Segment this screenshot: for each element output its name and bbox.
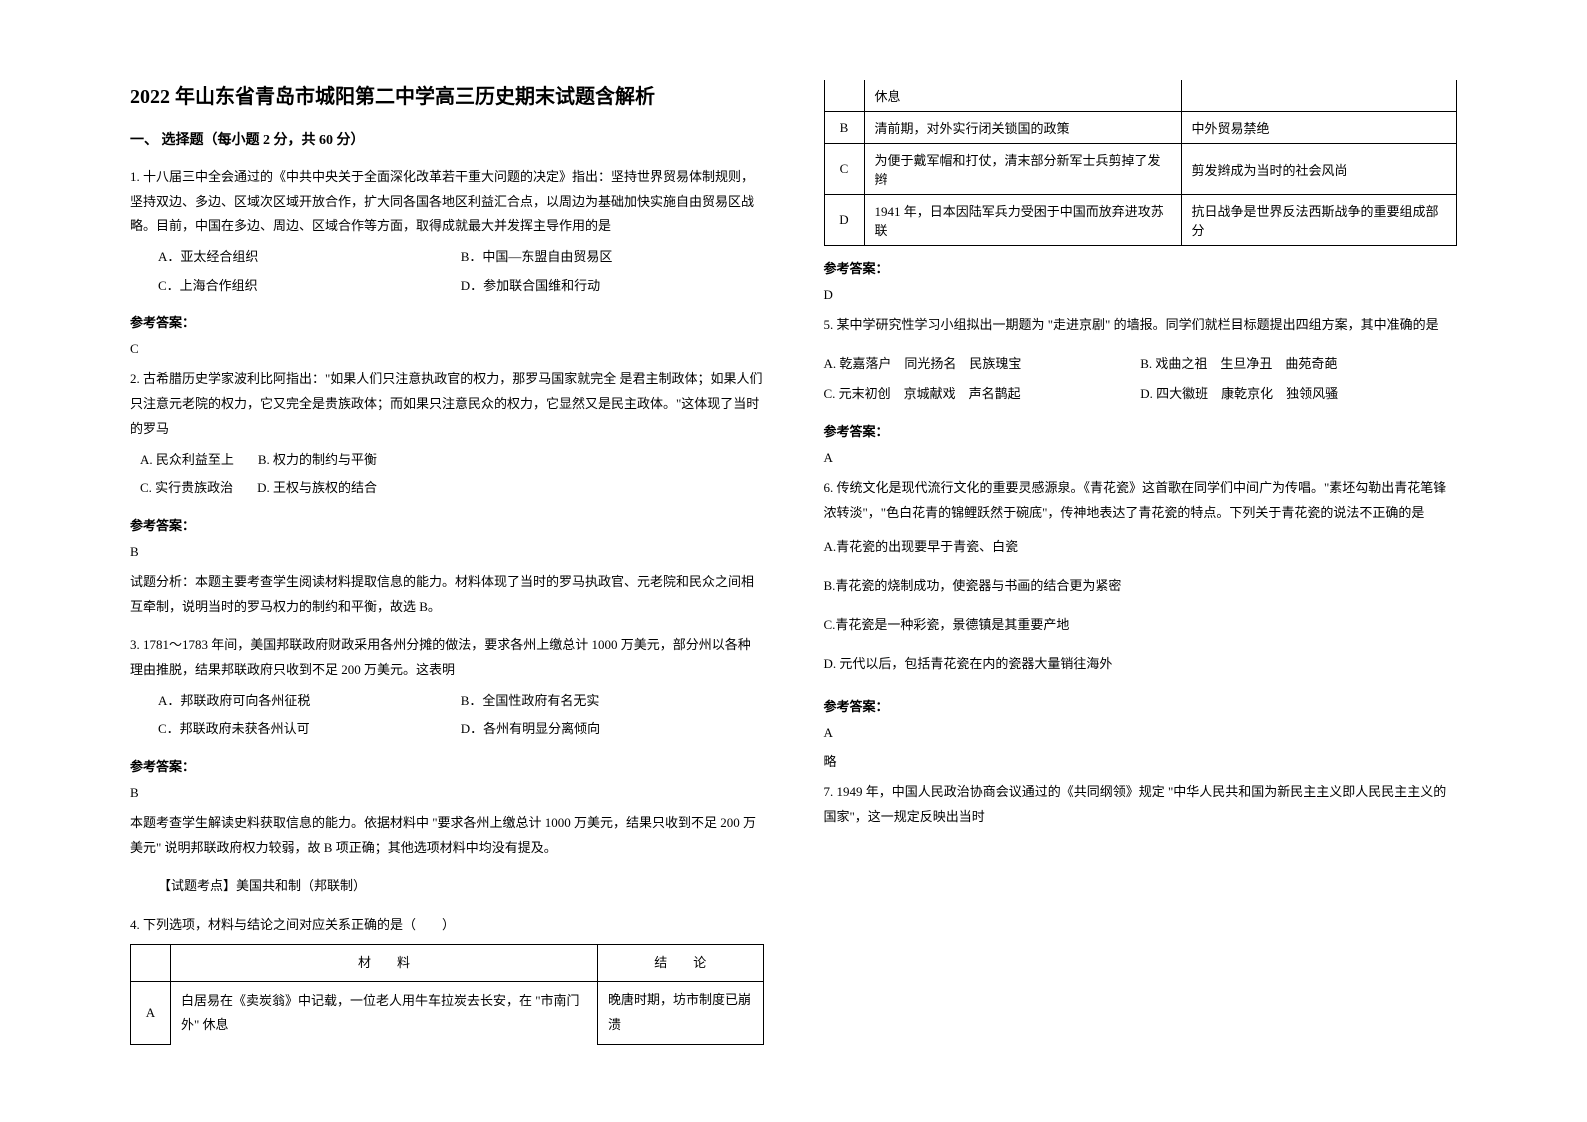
q1-answer-label: 参考答案： — [130, 312, 764, 331]
q3-analysis2: 【试题考点】美国共和制（邦联制） — [130, 874, 764, 899]
q3-analysis1: 本题考查学生解读史料获取信息的能力。依据材料中 "要求各州上缴总计 1000 万… — [130, 811, 764, 860]
left-column: 2022 年山东省青岛市城阳第二中学高三历史期末试题含解析 一、 选择题（每小题… — [100, 80, 794, 1059]
q2-optD: D. 王权与族权的结合 — [257, 476, 377, 501]
q4-rowA-conclusion: 晚唐时期，坊市制度已崩溃 — [598, 982, 764, 1044]
q5-answer-label: 参考答案： — [824, 421, 1458, 440]
q2-options-row2: C. 实行贵族政治 D. 王权与族权的结合 — [130, 476, 764, 501]
question-3: 3. 1781～1783 年间，美国邦联政府财政采用各州分摊的做法，要求各州上缴… — [130, 633, 764, 742]
q4-rowA-cont: 休息 — [824, 80, 1457, 112]
page-title: 2022 年山东省青岛市城阳第二中学高三历史期末试题含解析 — [130, 80, 764, 109]
q2-analysis: 试题分析：本题主要考查学生阅读材料提取信息的能力。材料体现了当时的罗马执政官、元… — [130, 570, 764, 619]
q4-rowC: C 为便于戴军帽和打仗，清末部分新军士兵剪掉了发辫 剪发辫成为当时的社会风尚 — [824, 144, 1457, 195]
q6-optA: A.青花瓷的出现要早于青瓷、白瓷 — [824, 535, 1458, 560]
q2-optA: A. 民众利益至上 — [140, 448, 234, 473]
q4-header-conclusion: 结 论 — [598, 944, 764, 982]
q1-optB: B．中国—东盟自由贸易区 — [461, 245, 764, 270]
question-1: 1. 十八届三中全会通过的《中共中央关于全面深化改革若干重大问题的决定》指出：坚… — [130, 165, 764, 298]
q4-rowB: B 清前期，对外实行闭关锁国的政策 中外贸易禁绝 — [824, 112, 1457, 144]
q4-rowD: D 1941 年，日本因陆军兵力受困于中国而放弃进攻苏联 抗日战争是世界反法西斯… — [824, 195, 1457, 246]
q4-rowA: A 白居易在《卖炭翁》中记载，一位老人用牛车拉炭去长安，在 "市南门外" 休息 … — [131, 982, 764, 1044]
section-header: 一、 选择题（每小题 2 分，共 60 分） — [130, 129, 764, 149]
q2-answer-label: 参考答案： — [130, 515, 764, 534]
q1-options-row2: C．上海合作组织 D．参加联合国维和行动 — [130, 274, 764, 299]
q1-optD: D．参加联合国维和行动 — [461, 274, 764, 299]
q1-optA: A．亚太经合组织 — [130, 245, 461, 270]
q4-header-blank — [131, 944, 171, 982]
q6-extra: 略 — [824, 751, 1458, 770]
q5-answer: A — [824, 450, 1458, 466]
q2-options-row1: A. 民众利益至上 B. 权力的制约与平衡 — [130, 448, 764, 473]
q6-answer: A — [824, 725, 1458, 741]
q5-optC: C. 元末初创 京城献戏 声名鹊起 — [824, 382, 1141, 407]
q3-text: 3. 1781～1783 年间，美国邦联政府财政采用各州分摊的做法，要求各州上缴… — [130, 633, 764, 682]
q2-optB: B. 权力的制约与平衡 — [258, 448, 377, 473]
q6-text: 6. 传统文化是现代流行文化的重要灵感源泉。《青花瓷》这首歌在同学们中间广为传唱… — [824, 476, 1458, 525]
q3-answer: B — [130, 785, 764, 801]
q4-rowB-material: 清前期，对外实行闭关锁国的政策 — [864, 112, 1181, 144]
q5-row1: A. 乾嘉落户 同光扬名 民族瑰宝 B. 戏曲之祖 生旦净丑 曲苑奇葩 — [824, 352, 1458, 377]
question-6: 6. 传统文化是现代流行文化的重要灵感源泉。《青花瓷》这首歌在同学们中间广为传唱… — [824, 476, 1458, 676]
q4-text: 4. 下列选项，材料与结论之间对应关系正确的是（ ） — [130, 913, 764, 938]
q5-optB: B. 戏曲之祖 生旦净丑 曲苑奇葩 — [1140, 352, 1457, 377]
q4-rowA-cont-label — [824, 80, 864, 112]
q5-row2: C. 元末初创 京城献戏 声名鹊起 D. 四大徽班 康乾京化 独领风骚 — [824, 382, 1458, 407]
q5-options: A. 乾嘉落户 同光扬名 民族瑰宝 B. 戏曲之祖 生旦净丑 曲苑奇葩 C. 元… — [824, 352, 1458, 407]
q3-optA: A．邦联政府可向各州征税 — [130, 689, 461, 714]
q4-rowA-cont-blank — [1181, 80, 1456, 112]
q4-rowD-label: D — [824, 195, 864, 246]
q4-rowA-label: A — [131, 982, 171, 1044]
q5-text: 5. 某中学研究性学习小组拟出一期题为 "走进京剧" 的墙报。同学们就栏目标题提… — [824, 313, 1458, 338]
q1-text: 1. 十八届三中全会通过的《中共中央关于全面深化改革若干重大问题的决定》指出：坚… — [130, 165, 764, 239]
q4-table-bottom: 休息 B 清前期，对外实行闭关锁国的政策 中外贸易禁绝 C 为便于戴军帽和打仗，… — [824, 80, 1458, 246]
q3-optC: C．邦联政府未获各州认可 — [130, 717, 461, 742]
q3-optB: B．全国性政府有名无实 — [461, 689, 764, 714]
q2-text: 2. 古希腊历史学家波利比阿指出："如果人们只注意执政官的权力，那罗马国家就完全… — [130, 367, 764, 441]
question-2: 2. 古希腊历史学家波利比阿指出："如果人们只注意执政官的权力，那罗马国家就完全… — [130, 367, 764, 500]
q4-header-material: 材 料 — [171, 944, 598, 982]
q3-options-row2: C．邦联政府未获各州认可 D．各州有明显分离倾向 — [130, 717, 764, 742]
q4-rowB-label: B — [824, 112, 864, 144]
question-5: 5. 某中学研究性学习小组拟出一期题为 "走进京剧" 的墙报。同学们就栏目标题提… — [824, 313, 1458, 338]
q4-rowB-conclusion: 中外贸易禁绝 — [1181, 112, 1456, 144]
q1-optC: C．上海合作组织 — [130, 274, 461, 299]
q6-answer-label: 参考答案： — [824, 696, 1458, 715]
q4-rowC-material: 为便于戴军帽和打仗，清末部分新军士兵剪掉了发辫 — [864, 144, 1181, 195]
q4-answer: D — [824, 287, 1458, 303]
question-4: 4. 下列选项，材料与结论之间对应关系正确的是（ ） 材 料 结 论 A 白居易… — [130, 913, 764, 1045]
q4-answer-label: 参考答案： — [824, 258, 1458, 277]
q5-optA: A. 乾嘉落户 同光扬名 民族瑰宝 — [824, 352, 1141, 377]
q4-header-row: 材 料 结 论 — [131, 944, 764, 982]
q4-rowA-cont-text: 休息 — [864, 80, 1181, 112]
q4-rowC-label: C — [824, 144, 864, 195]
q1-options-row1: A．亚太经合组织 B．中国—东盟自由贸易区 — [130, 245, 764, 270]
q2-optC: C. 实行贵族政治 — [140, 476, 233, 501]
q4-rowC-conclusion: 剪发辫成为当时的社会风尚 — [1181, 144, 1456, 195]
q3-options-row1: A．邦联政府可向各州征税 B．全国性政府有名无实 — [130, 689, 764, 714]
q5-optD: D. 四大徽班 康乾京化 独领风骚 — [1140, 382, 1457, 407]
q4-rowD-material: 1941 年，日本因陆军兵力受困于中国而放弃进攻苏联 — [864, 195, 1181, 246]
q3-optD: D．各州有明显分离倾向 — [461, 717, 764, 742]
q7-text: 7. 1949 年，中国人民政治协商会议通过的《共同纲领》规定 "中华人民共和国… — [824, 780, 1458, 829]
q6-optC: C.青花瓷是一种彩瓷，景德镇是其重要产地 — [824, 613, 1458, 638]
q3-answer-label: 参考答案： — [130, 756, 764, 775]
question-7: 7. 1949 年，中国人民政治协商会议通过的《共同纲领》规定 "中华人民共和国… — [824, 780, 1458, 829]
q6-optB: B.青花瓷的烧制成功，使瓷器与书画的结合更为紧密 — [824, 574, 1458, 599]
q4-rowA-material: 白居易在《卖炭翁》中记载，一位老人用牛车拉炭去长安，在 "市南门外" 休息 — [171, 982, 598, 1044]
right-column: 休息 B 清前期，对外实行闭关锁国的政策 中外贸易禁绝 C 为便于戴军帽和打仗，… — [794, 80, 1488, 1059]
q2-answer: B — [130, 544, 764, 560]
q4-table-top: 材 料 结 论 A 白居易在《卖炭翁》中记载，一位老人用牛车拉炭去长安，在 "市… — [130, 944, 764, 1045]
q4-rowD-conclusion: 抗日战争是世界反法西斯战争的重要组成部分 — [1181, 195, 1456, 246]
q6-optD: D. 元代以后，包括青花瓷在内的瓷器大量销往海外 — [824, 652, 1458, 677]
q1-answer: C — [130, 341, 764, 357]
